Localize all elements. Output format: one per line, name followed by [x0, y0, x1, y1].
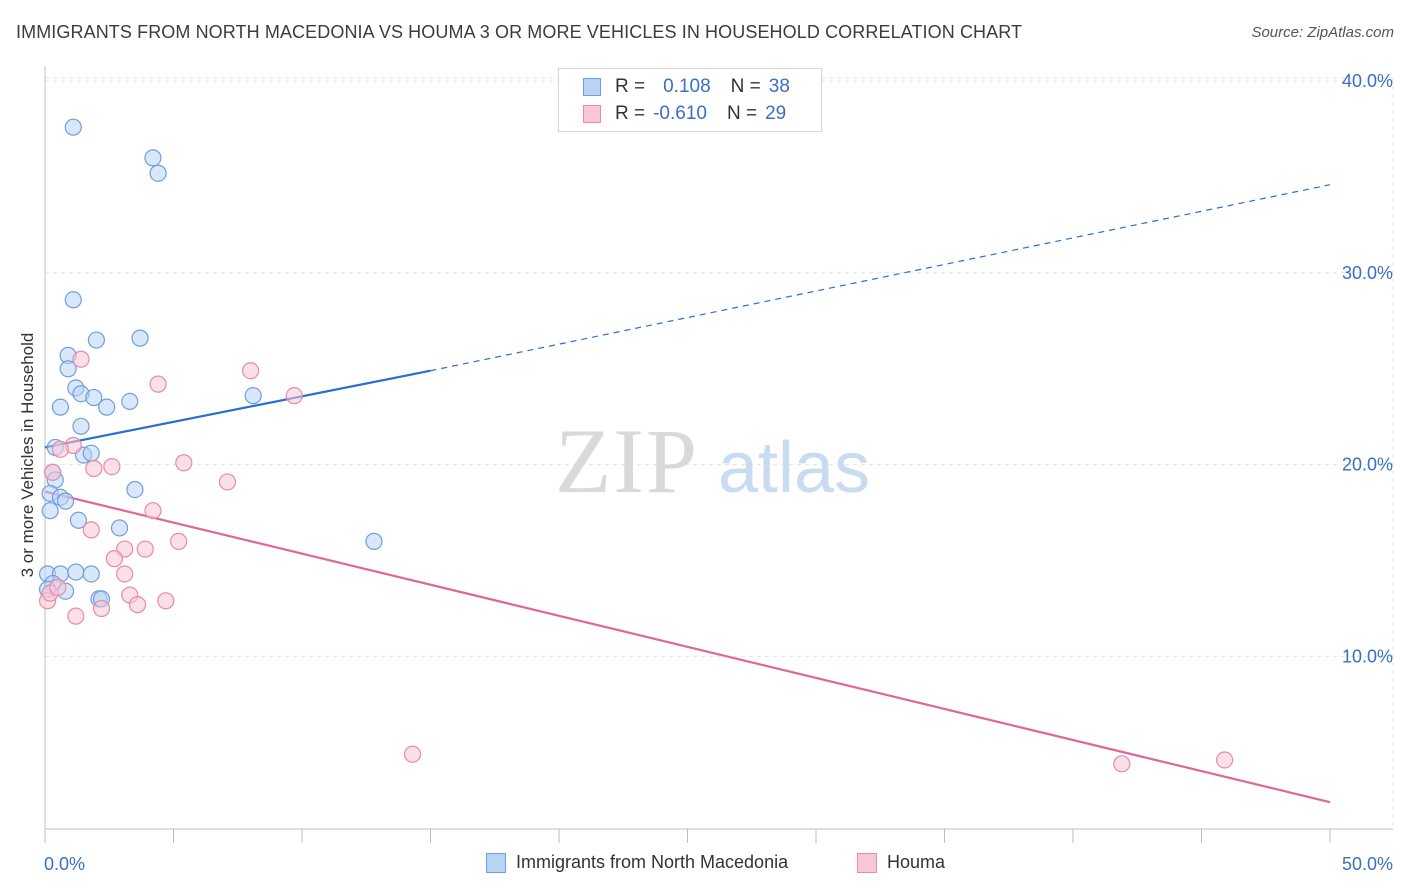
- r-label: R =: [615, 76, 646, 97]
- x-tick-label: 0.0%: [44, 854, 85, 874]
- point-north-macedonia: [126, 481, 144, 499]
- scatter-points: [38, 118, 1234, 773]
- point-north-macedonia: [87, 331, 106, 349]
- point-north-macedonia: [98, 398, 116, 416]
- point-north-macedonia: [131, 329, 149, 347]
- point-houma: [170, 532, 188, 550]
- point-houma: [403, 745, 422, 763]
- point-houma: [218, 473, 237, 491]
- watermark-zip: ZIP: [555, 410, 699, 512]
- source-label: Source: ZipAtlas.com: [1251, 24, 1394, 41]
- point-houma: [285, 387, 303, 405]
- chart-title: IMMIGRANTS FROM NORTH MACEDONIA VS HOUMA…: [16, 22, 1023, 42]
- trend-lines: [44, 184, 1331, 804]
- trend-line-north-macedonia: [44, 369, 431, 449]
- point-houma: [72, 350, 90, 368]
- legend-item-houma[interactable]: Houma: [857, 852, 945, 873]
- n-value: 38: [768, 76, 790, 97]
- stats-row-houma: R = -0.610 N = 29: [583, 102, 786, 126]
- point-north-macedonia: [59, 360, 77, 378]
- point-houma: [44, 463, 62, 481]
- trend-line-north-macedonia-projection: [430, 184, 1331, 372]
- point-houma: [92, 599, 111, 618]
- stats-legend: R = 0.108 N = 38 R = -0.610 N = 29: [558, 68, 822, 132]
- pink-swatch: [583, 105, 601, 123]
- point-north-macedonia: [365, 532, 383, 550]
- point-houma: [242, 362, 260, 380]
- r-label: R =: [615, 103, 646, 124]
- point-north-macedonia: [82, 444, 100, 462]
- y-axis-label: 3 or more Vehicles in Household: [18, 332, 37, 578]
- point-houma: [144, 502, 162, 520]
- n-label: N =: [730, 76, 761, 97]
- legend-item-north-macedonia[interactable]: Immigrants from North Macedonia: [486, 852, 788, 873]
- trend-line-houma: [44, 490, 1331, 804]
- blue-swatch: [583, 78, 601, 96]
- tick-labels: 10.0% 20.0% 30.0% 40.0% 0.0% 50.0%: [44, 71, 1393, 874]
- r-value: -0.610: [653, 103, 707, 124]
- point-houma: [103, 457, 121, 476]
- point-north-macedonia: [82, 565, 100, 583]
- r-value: 0.108: [663, 76, 711, 97]
- point-houma: [49, 578, 67, 596]
- axes: [44, 66, 1393, 843]
- n-value: 29: [765, 103, 787, 124]
- point-houma: [82, 521, 100, 539]
- stats-row-north-macedonia: R = 0.108 N = 38: [583, 75, 790, 99]
- point-north-macedonia: [121, 392, 139, 410]
- legend-label: Houma: [887, 852, 946, 872]
- point-north-macedonia: [69, 511, 88, 529]
- point-north-macedonia: [64, 118, 82, 136]
- point-houma: [175, 454, 193, 472]
- point-houma: [157, 592, 175, 610]
- blue-swatch: [486, 852, 506, 873]
- y-tick-label: 40.0%: [1342, 71, 1393, 91]
- series-legend: Immigrants from North Macedonia Houma: [0, 852, 1406, 878]
- point-north-macedonia: [85, 388, 103, 407]
- point-north-macedonia: [144, 149, 162, 167]
- point-houma: [136, 540, 154, 558]
- point-houma: [1113, 755, 1131, 773]
- point-north-macedonia: [67, 563, 85, 581]
- point-houma: [51, 440, 70, 458]
- x-tick-label: 50.0%: [1342, 854, 1393, 874]
- point-north-macedonia: [64, 291, 82, 309]
- gridlines: [45, 77, 1394, 829]
- y-tick-label: 10.0%: [1342, 646, 1393, 666]
- pink-swatch: [857, 852, 877, 873]
- point-houma: [128, 596, 147, 614]
- point-houma: [67, 607, 85, 625]
- legend-label: Immigrants from North Macedonia: [516, 852, 789, 872]
- point-north-macedonia: [51, 398, 70, 416]
- point-houma: [85, 459, 103, 478]
- y-tick-label: 30.0%: [1342, 263, 1393, 283]
- point-north-macedonia: [56, 492, 75, 510]
- point-houma: [1216, 751, 1234, 769]
- y-tick-label: 20.0%: [1342, 455, 1393, 475]
- point-houma: [116, 565, 134, 583]
- point-north-macedonia: [72, 417, 90, 435]
- watermark-atlas: atlas: [718, 428, 870, 508]
- point-north-macedonia: [244, 387, 262, 405]
- point-north-macedonia: [41, 502, 59, 520]
- point-north-macedonia: [110, 519, 129, 537]
- point-houma: [105, 550, 123, 568]
- point-north-macedonia: [149, 164, 167, 182]
- point-houma: [149, 375, 167, 393]
- n-label: N =: [726, 103, 758, 124]
